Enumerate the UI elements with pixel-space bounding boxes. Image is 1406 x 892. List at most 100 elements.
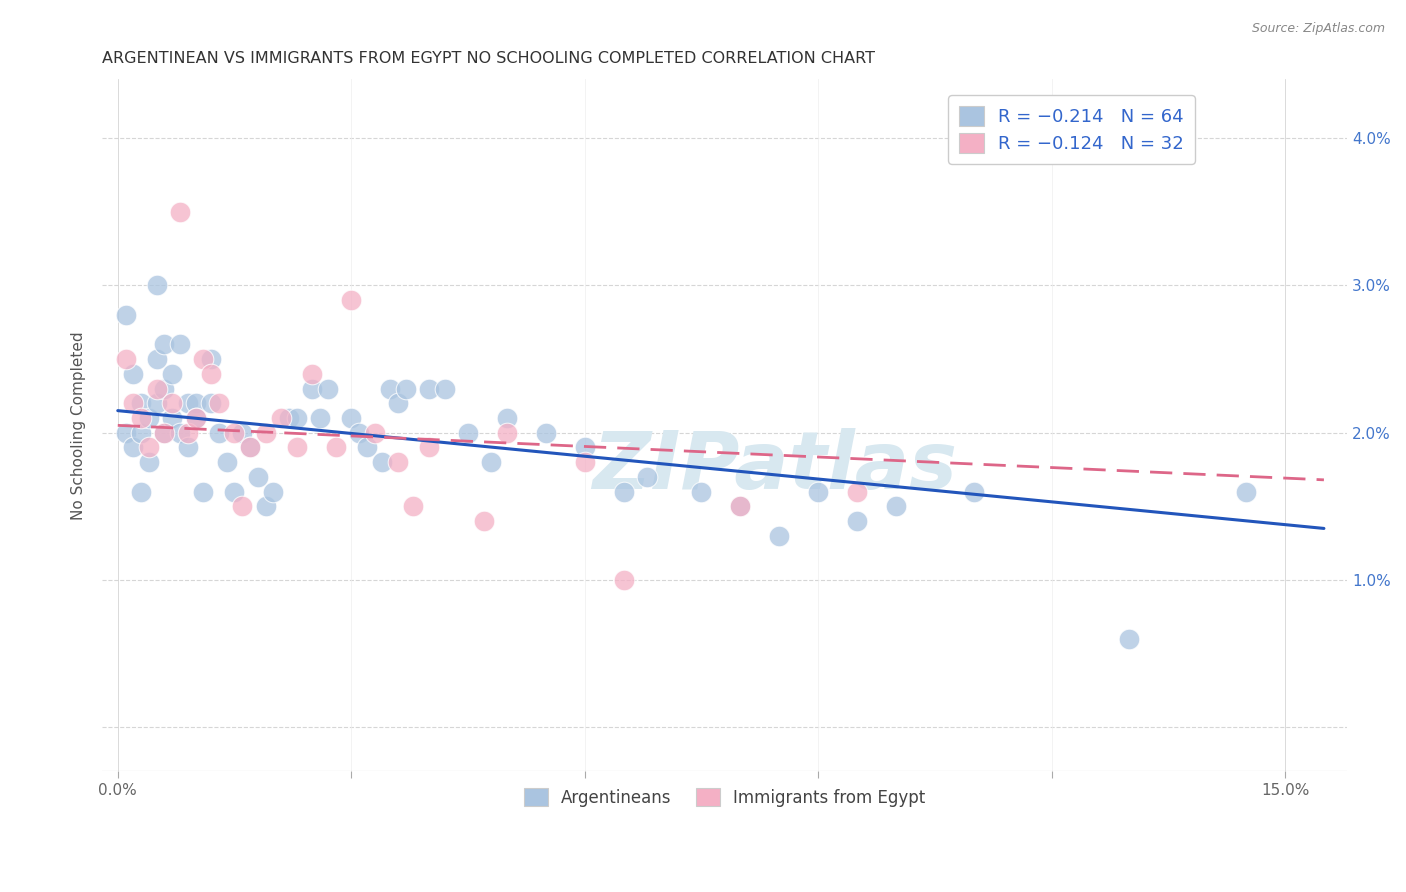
Point	[162, 396, 184, 410]
Point	[254, 500, 277, 514]
Point	[129, 484, 152, 499]
Point	[574, 441, 596, 455]
Point	[472, 514, 495, 528]
Point	[262, 484, 284, 499]
Point	[395, 382, 418, 396]
Point	[153, 425, 176, 440]
Point	[347, 425, 370, 440]
Point	[153, 382, 176, 396]
Point	[169, 205, 191, 219]
Point	[768, 529, 790, 543]
Point	[418, 382, 440, 396]
Point	[184, 396, 207, 410]
Point	[239, 441, 262, 455]
Y-axis label: No Schooling Completed: No Schooling Completed	[72, 331, 86, 520]
Point	[200, 396, 222, 410]
Point	[145, 352, 167, 367]
Point	[193, 352, 215, 367]
Point	[200, 367, 222, 381]
Point	[138, 411, 160, 425]
Legend: Argentineans, Immigrants from Egypt: Argentineans, Immigrants from Egypt	[516, 780, 934, 815]
Point	[208, 396, 231, 410]
Point	[177, 396, 200, 410]
Point	[122, 441, 145, 455]
Point	[433, 382, 456, 396]
Point	[278, 411, 301, 425]
Point	[846, 514, 869, 528]
Point	[457, 425, 479, 440]
Point	[387, 396, 409, 410]
Point	[114, 308, 136, 322]
Point	[387, 455, 409, 469]
Point	[574, 455, 596, 469]
Point	[129, 411, 152, 425]
Point	[122, 396, 145, 410]
Point	[730, 500, 752, 514]
Point	[301, 367, 323, 381]
Point	[309, 411, 332, 425]
Point	[884, 500, 907, 514]
Point	[270, 411, 292, 425]
Point	[169, 337, 191, 351]
Text: ZIPatlas: ZIPatlas	[592, 428, 957, 506]
Text: ARGENTINEAN VS IMMIGRANTS FROM EGYPT NO SCHOOLING COMPLETED CORRELATION CHART: ARGENTINEAN VS IMMIGRANTS FROM EGYPT NO …	[103, 51, 875, 66]
Point	[534, 425, 557, 440]
Point	[246, 470, 269, 484]
Point	[231, 500, 253, 514]
Point	[177, 441, 200, 455]
Point	[340, 293, 363, 308]
Point	[122, 367, 145, 381]
Point	[479, 455, 502, 469]
Point	[1234, 484, 1257, 499]
Point	[138, 441, 160, 455]
Point	[208, 425, 231, 440]
Point	[184, 411, 207, 425]
Point	[145, 278, 167, 293]
Point	[846, 484, 869, 499]
Point	[325, 441, 347, 455]
Point	[495, 425, 517, 440]
Point	[145, 382, 167, 396]
Point	[224, 425, 246, 440]
Point	[363, 425, 385, 440]
Text: Source: ZipAtlas.com: Source: ZipAtlas.com	[1251, 22, 1385, 36]
Point	[1118, 632, 1140, 646]
Point	[285, 411, 308, 425]
Point	[129, 396, 152, 410]
Point	[162, 367, 184, 381]
Point	[613, 573, 636, 587]
Point	[301, 382, 323, 396]
Point	[231, 425, 253, 440]
Point	[114, 352, 136, 367]
Point	[807, 484, 830, 499]
Point	[169, 425, 191, 440]
Point	[316, 382, 339, 396]
Point	[356, 441, 378, 455]
Point	[224, 484, 246, 499]
Point	[145, 396, 167, 410]
Point	[200, 352, 222, 367]
Point	[254, 425, 277, 440]
Point	[129, 425, 152, 440]
Point	[177, 425, 200, 440]
Point	[730, 500, 752, 514]
Point	[138, 455, 160, 469]
Point	[162, 411, 184, 425]
Point	[153, 337, 176, 351]
Point	[184, 411, 207, 425]
Point	[402, 500, 425, 514]
Point	[963, 484, 986, 499]
Point	[153, 425, 176, 440]
Point	[193, 484, 215, 499]
Point	[418, 441, 440, 455]
Point	[340, 411, 363, 425]
Point	[285, 441, 308, 455]
Point	[378, 382, 401, 396]
Point	[114, 425, 136, 440]
Point	[239, 441, 262, 455]
Point	[613, 484, 636, 499]
Point	[495, 411, 517, 425]
Point	[215, 455, 238, 469]
Point	[636, 470, 658, 484]
Point	[371, 455, 394, 469]
